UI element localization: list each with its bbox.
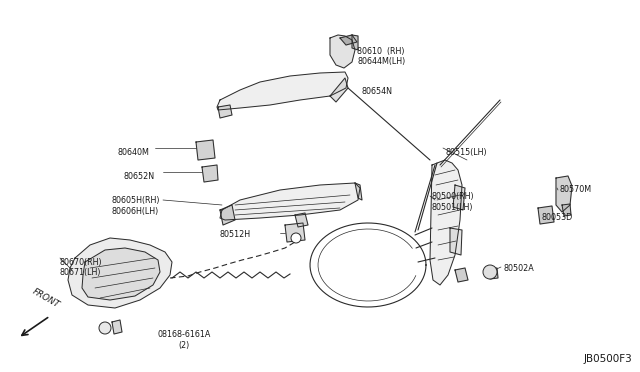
Polygon shape <box>455 268 468 282</box>
Polygon shape <box>562 204 571 216</box>
Circle shape <box>291 233 301 243</box>
Polygon shape <box>352 35 358 50</box>
Polygon shape <box>220 183 360 220</box>
Polygon shape <box>217 72 348 110</box>
Polygon shape <box>330 78 348 102</box>
Text: 80606H(LH): 80606H(LH) <box>111 207 158 216</box>
Text: 80670(RH): 80670(RH) <box>60 258 102 267</box>
Polygon shape <box>538 206 554 224</box>
Text: 80652N: 80652N <box>124 172 155 181</box>
Polygon shape <box>355 183 362 200</box>
Text: FRONT: FRONT <box>31 287 61 310</box>
Polygon shape <box>218 105 232 118</box>
Text: 80570M: 80570M <box>559 185 591 194</box>
Text: 80610  (RH): 80610 (RH) <box>357 47 404 56</box>
Polygon shape <box>453 185 465 210</box>
Circle shape <box>483 265 497 279</box>
Text: 80644M(LH): 80644M(LH) <box>357 57 405 66</box>
Polygon shape <box>112 320 122 334</box>
Text: JB0500F3: JB0500F3 <box>583 354 632 364</box>
Polygon shape <box>220 205 235 225</box>
Text: 80053D: 80053D <box>541 213 572 222</box>
Text: 80671(LH): 80671(LH) <box>60 268 102 277</box>
Text: 80605H(RH): 80605H(RH) <box>111 196 159 205</box>
Polygon shape <box>430 160 462 285</box>
Polygon shape <box>488 268 498 279</box>
Text: 80502A: 80502A <box>503 264 534 273</box>
Text: 80654N: 80654N <box>362 87 393 96</box>
Polygon shape <box>202 165 218 182</box>
Polygon shape <box>68 238 172 308</box>
Circle shape <box>99 322 111 334</box>
Text: 80500(RH): 80500(RH) <box>432 192 475 201</box>
Polygon shape <box>196 140 215 160</box>
Text: 08168-6161A: 08168-6161A <box>158 330 211 339</box>
Polygon shape <box>330 35 355 68</box>
Text: (2): (2) <box>178 341 189 350</box>
Text: 80501(LH): 80501(LH) <box>432 203 474 212</box>
Polygon shape <box>285 223 305 242</box>
Polygon shape <box>82 248 160 300</box>
Polygon shape <box>295 213 308 227</box>
Text: 80640M: 80640M <box>117 148 149 157</box>
Polygon shape <box>450 228 462 255</box>
Text: 80515(LH): 80515(LH) <box>445 148 486 157</box>
Text: 80512H: 80512H <box>220 230 251 239</box>
Polygon shape <box>556 176 572 212</box>
Polygon shape <box>340 35 357 45</box>
